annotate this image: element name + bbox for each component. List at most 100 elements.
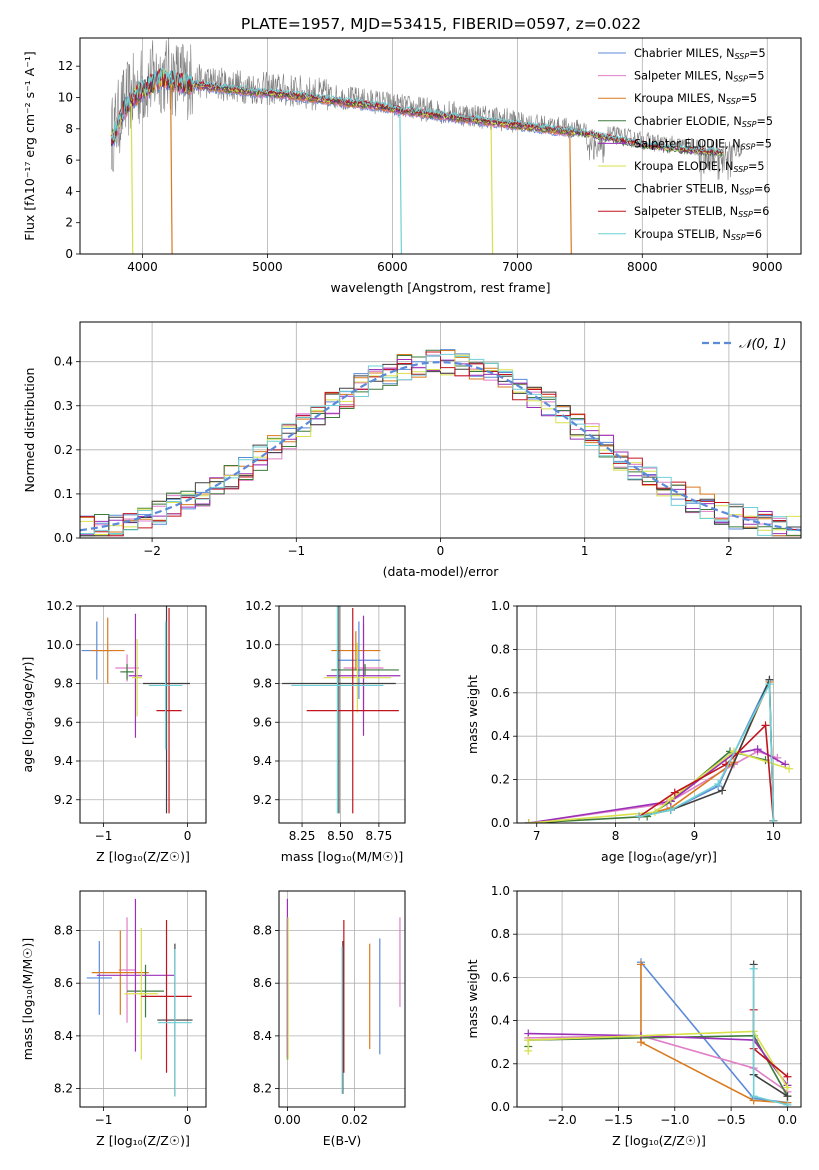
y-tick-label: 9.6 — [54, 715, 73, 729]
model-dropout-line — [569, 135, 572, 254]
y-tick-label: 8.2 — [253, 1082, 272, 1096]
y-axis-label: mass weight — [465, 675, 480, 754]
model-dropout-line — [399, 113, 402, 254]
age-vs-mass-panel: 8.25 8.50 8.75 9.2 9.4 9.6 9.8 10.0 10.2 mass [lo… — [245, 599, 406, 864]
y-tick-label: 9.2 — [253, 793, 272, 807]
weight-vs-age-panel: 7 8 9 10 0.0 0.2 0.4 0.6 0.8 1.0 age [log₁₀(age/yr… — [465, 599, 802, 864]
legend-subscript: SSP — [742, 120, 757, 129]
legend-tail: =5 — [748, 160, 765, 173]
legend-tail: =5 — [756, 115, 773, 128]
y-axis-label: Normed distribution — [22, 368, 37, 493]
model-dropout-line — [169, 84, 173, 254]
legend-tail: =5 — [749, 47, 766, 60]
legend-subscript: SSP — [733, 75, 748, 84]
y-tick-label: 10 — [58, 90, 73, 104]
y-tick-label: 6 — [65, 153, 73, 167]
weight-series-line — [639, 679, 771, 818]
weight-point-marker — [785, 764, 794, 773]
x-tick-label: 0 — [184, 829, 192, 843]
y-tick-label: 9.4 — [253, 754, 272, 768]
weight-series-line — [639, 681, 775, 821]
y-tick-label: 8.2 — [54, 1082, 73, 1096]
y-tick-label: 0.2 — [491, 773, 510, 787]
legend-subscript: SSP — [731, 233, 746, 242]
x-tick-label: −1 — [95, 1113, 113, 1127]
legend-label: 𝒩(0, 1) — [739, 337, 786, 352]
weight-point-marker — [749, 1092, 758, 1101]
x-tick-label: 7000 — [502, 260, 533, 274]
model-dropout-line — [490, 125, 494, 254]
x-tick-label: 10 — [766, 829, 781, 843]
y-tick-label: 0.1 — [54, 487, 73, 501]
weight-point-marker — [643, 812, 652, 821]
x-axis-label: Z [log₁₀(Z/Z☉)] — [96, 1133, 190, 1148]
axes-frame — [79, 890, 207, 1108]
x-tick-label: 2 — [725, 544, 733, 558]
y-tick-label: 9.4 — [54, 754, 73, 768]
y-tick-label: 9.8 — [54, 677, 73, 691]
y-tick-label: 12 — [58, 59, 73, 73]
y-tick-label: 8.6 — [54, 976, 73, 990]
x-tick-label: −1.0 — [660, 1113, 689, 1127]
legend-label: Chabrier ELODIE, NSSP=5 — [634, 115, 773, 129]
y-tick-label: 8.8 — [54, 924, 73, 938]
normal-curve-line — [80, 361, 801, 532]
y-tick-label: 0.4 — [54, 355, 73, 369]
legend-label: Chabrier MILES, NSSP=5 — [634, 47, 766, 61]
legend-tail: =6 — [753, 205, 770, 218]
weight-point-marker — [783, 1100, 792, 1107]
legend-label: Kroupa STELIB, NSSP=6 — [634, 228, 762, 242]
y-tick-label: 8.4 — [253, 1029, 272, 1043]
y-tick-label: 9.2 — [54, 793, 73, 807]
figure-title: PLATE=1957, MJD=53415, FIBERID=0597, z=0… — [241, 15, 641, 33]
y-axis-label: age [log₁₀(age/yr)] — [20, 657, 35, 773]
weight-point-marker — [524, 1036, 533, 1045]
y-tick-label: 0.8 — [491, 642, 510, 656]
weight-point-marker — [524, 1046, 533, 1055]
legend-tail: =6 — [754, 183, 771, 196]
y-axis-label: mass weight — [465, 959, 480, 1038]
x-tick-label: −1.5 — [604, 1113, 633, 1127]
weight-plot-area — [524, 958, 792, 1107]
y-tick-label: 10.2 — [46, 599, 73, 613]
x-tick-label: 0.02 — [341, 1113, 368, 1127]
legend-label: Chabrier STELIB, NSSP=6 — [634, 183, 771, 197]
legend-tail: =5 — [748, 70, 765, 83]
legend-label: Kroupa MILES, NSSP=5 — [634, 92, 757, 106]
chart-panels: 4000 5000 6000 7000 8000 9000024681012wavelen… — [20, 37, 802, 1148]
legend-label: Salpeter MILES, NSSP=5 — [634, 70, 765, 84]
x-tick-label: 5000 — [252, 260, 283, 274]
weight-point-marker — [524, 819, 533, 823]
y-tick-label: 0.3 — [54, 399, 73, 413]
x-axis-label: Z [log₁₀(Z/Z☉)] — [612, 1133, 706, 1148]
weight-series-line — [528, 1034, 788, 1093]
x-tick-label: 7 — [533, 829, 541, 843]
weight-point-marker — [753, 745, 762, 754]
y-tick-label: 1.0 — [491, 599, 510, 613]
weight-series-line — [527, 1030, 789, 1088]
x-tick-label: 0 — [184, 1113, 192, 1127]
legend-tail: =5 — [741, 92, 758, 105]
weight-point-marker — [636, 960, 645, 969]
x-tick-label: −0.5 — [717, 1113, 746, 1127]
weight-point-marker — [783, 1072, 792, 1081]
weight-point-marker — [783, 1083, 792, 1092]
x-tick-label: 0.0 — [778, 1113, 797, 1127]
weight-plot-area — [524, 675, 794, 823]
x-tick-label: 0.00 — [274, 1113, 301, 1127]
legend-label: Kroupa ELODIE, NSSP=5 — [634, 160, 765, 174]
y-axis-label: mass [log₁₀(M/M☉)] — [20, 938, 35, 1060]
legend-subscript: SSP — [733, 165, 748, 174]
weight-point-marker — [635, 812, 644, 821]
y-tick-label: 10.2 — [245, 599, 272, 613]
weight-series-line — [640, 964, 788, 1104]
axes-frame — [516, 890, 802, 1108]
errorbar-plot-area — [81, 606, 191, 814]
axes-frame — [278, 605, 406, 824]
x-tick-label: 8000 — [627, 260, 658, 274]
x-tick-label: 1 — [581, 544, 589, 558]
legend-label: Salpeter STELIB, NSSP=6 — [634, 205, 769, 219]
x-tick-label: 8 — [612, 829, 620, 843]
y-tick-label: 4 — [65, 184, 73, 198]
x-tick-label: 4000 — [127, 260, 158, 274]
